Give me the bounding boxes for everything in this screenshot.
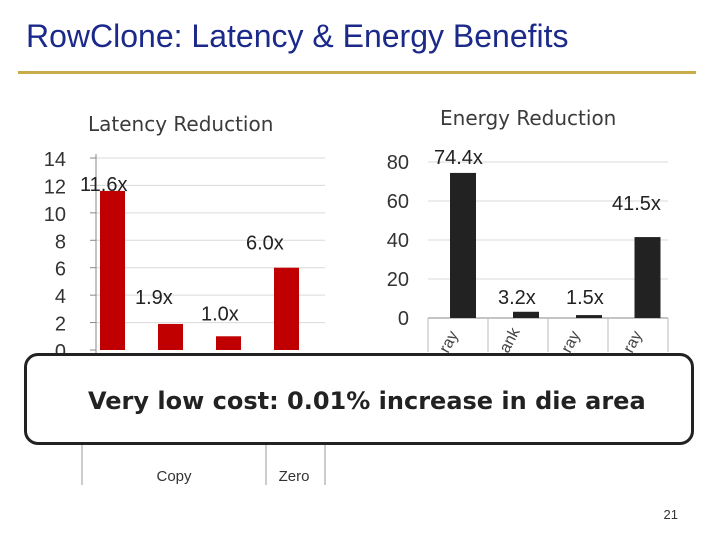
latency-y-tick-label: 10 [44, 204, 66, 226]
energy-data-label: 74.4x [434, 147, 483, 169]
energy-data-label: 1.5x [566, 287, 604, 309]
latency-data-label: 11.6x [80, 174, 127, 196]
energy-y-tick-label: 40 [387, 230, 409, 252]
energy-bar [634, 237, 661, 318]
energy-data-label: 3.2x [498, 287, 536, 309]
energy-category-label: ray [559, 328, 584, 356]
latency-y-tick-label: 8 [55, 231, 66, 253]
latency-y-tick-label: 12 [44, 176, 66, 198]
cost-callout-text: Very low cost: 0.01% increase in die are… [88, 387, 646, 415]
energy-bar [513, 311, 539, 318]
slide-title: RowClone: Latency & Energy Benefits [26, 18, 569, 54]
latency-bar [274, 267, 299, 350]
latency-bar [100, 190, 125, 350]
energy-category-label: ray [437, 328, 462, 356]
energy-y-tick-label: 20 [387, 269, 409, 291]
latency-y-tick-label: 6 [55, 259, 66, 281]
energy-y-tick-label: 0 [398, 308, 409, 330]
energy-y-tick-label: 80 [387, 152, 409, 174]
page-number: 21 [663, 507, 678, 522]
latency-bar [216, 336, 241, 350]
energy-data-label: 41.5x [612, 193, 661, 215]
latency-data-label: 6.0x [246, 233, 284, 255]
latency-y-tick-label: 14 [44, 149, 66, 171]
latency-y-tick-label: 2 [55, 314, 66, 336]
energy-bar [450, 172, 476, 318]
latency-bar [158, 323, 183, 350]
latency-y-tick-label: 0 [55, 341, 66, 363]
latency-y-tick-label: 4 [55, 286, 66, 308]
latency-category-label: Copy [156, 468, 192, 485]
cost-callout [24, 353, 694, 445]
energy-category-label: ray [621, 328, 646, 356]
title-divider [18, 71, 696, 74]
latency-data-label: 1.9x [135, 287, 173, 309]
energy-y-tick-label: 60 [387, 191, 409, 213]
energy-category-label: ank [497, 324, 525, 356]
energy-bar [576, 315, 602, 318]
latency-chart-title: Latency Reduction [88, 112, 274, 136]
energy-chart-title: Energy Reduction [440, 106, 617, 130]
latency-category-label: Zero [279, 468, 310, 485]
latency-data-label: 1.0x [201, 303, 239, 325]
